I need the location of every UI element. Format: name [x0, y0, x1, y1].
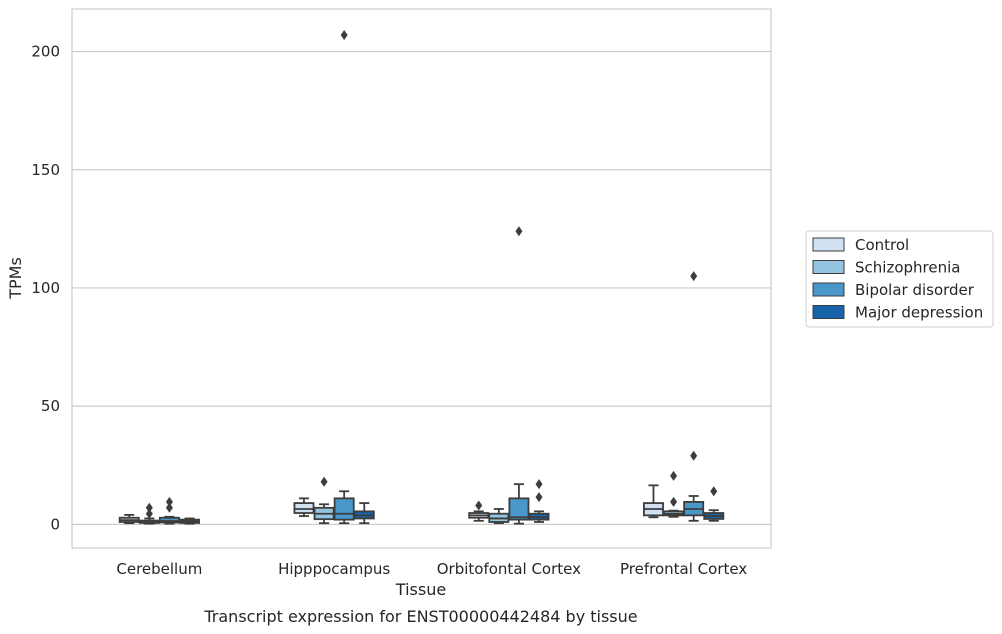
x-axis-label: Tissue — [395, 580, 446, 599]
plot-background — [72, 9, 771, 548]
legend-swatch — [812, 305, 845, 319]
x-tick-label: Orbitofontal Cortex — [437, 560, 581, 578]
box-bipolar-disorder — [683, 271, 705, 522]
y-tick-label: 50 — [41, 397, 60, 415]
box-body — [293, 502, 315, 514]
outlier-point — [690, 271, 698, 282]
box-schizophrenia — [488, 508, 510, 525]
x-axis-ticks: Cerebellum Hipppocampus Orbitofontal Corte… — [116, 560, 747, 578]
outlier-point — [535, 479, 543, 490]
y-axis-label: TPMs — [6, 257, 25, 300]
outlier-point — [670, 470, 678, 481]
outlier-point — [670, 496, 678, 507]
outlier-point — [515, 226, 523, 237]
x-tick-label: Prefrontal Cortex — [620, 560, 747, 578]
box-bipolar-disorder — [508, 226, 530, 525]
outlier-point — [340, 30, 348, 41]
outlier-point — [475, 500, 483, 511]
box-control — [643, 484, 664, 519]
box-body — [508, 497, 530, 521]
legend-swatch — [812, 260, 845, 274]
box-major-depression — [528, 479, 550, 523]
outlier-point — [165, 502, 173, 513]
y-tick-label: 100 — [31, 279, 60, 297]
chart-caption: Transcript expression for ENST0000044248… — [203, 607, 637, 626]
y-tick-label: 200 — [31, 43, 60, 61]
box-control — [118, 514, 140, 525]
x-tick-label: Cerebellum — [116, 560, 202, 578]
legend-label: Control — [855, 236, 909, 254]
plot-frame — [71, 8, 772, 549]
box-major-depression — [703, 486, 725, 522]
y-tick-label: 0 — [50, 515, 60, 533]
box-control — [468, 500, 490, 522]
box-bipolar-disorder — [158, 496, 180, 525]
legend-label: Schizophrenia — [855, 259, 960, 277]
outlier-point — [165, 496, 173, 507]
box-major-depression — [179, 517, 200, 525]
outlier-point — [320, 476, 328, 487]
x-tick-label: Hipppocampus — [278, 560, 390, 578]
legend-frame — [805, 230, 994, 328]
box-schizophrenia — [313, 476, 335, 525]
box-groups — [118, 30, 725, 525]
outlier-point — [535, 492, 543, 503]
box-bipolar-disorder — [333, 30, 355, 525]
legend-label: Major depression — [855, 304, 983, 322]
outlier-point — [145, 502, 153, 513]
legend-swatch — [812, 237, 845, 252]
legend-swatch — [812, 282, 845, 297]
outlier-point — [690, 450, 698, 461]
box-schizophrenia — [663, 470, 685, 518]
box-control — [293, 497, 315, 517]
box-schizophrenia — [138, 502, 160, 525]
grid-lines — [72, 50, 771, 525]
legend-label: Bipolar disorder — [855, 281, 975, 299]
box-body — [333, 497, 355, 521]
y-axis-ticks: 0 50 100 150 200 — [31, 43, 60, 534]
box-major-depression — [353, 502, 375, 525]
box-body — [158, 516, 180, 524]
outlier-point — [710, 486, 718, 497]
outlier-point — [145, 508, 153, 519]
legend: Control Schizophrenia Bipolar disorder Majo… — [805, 230, 994, 328]
y-tick-label: 150 — [31, 161, 60, 179]
